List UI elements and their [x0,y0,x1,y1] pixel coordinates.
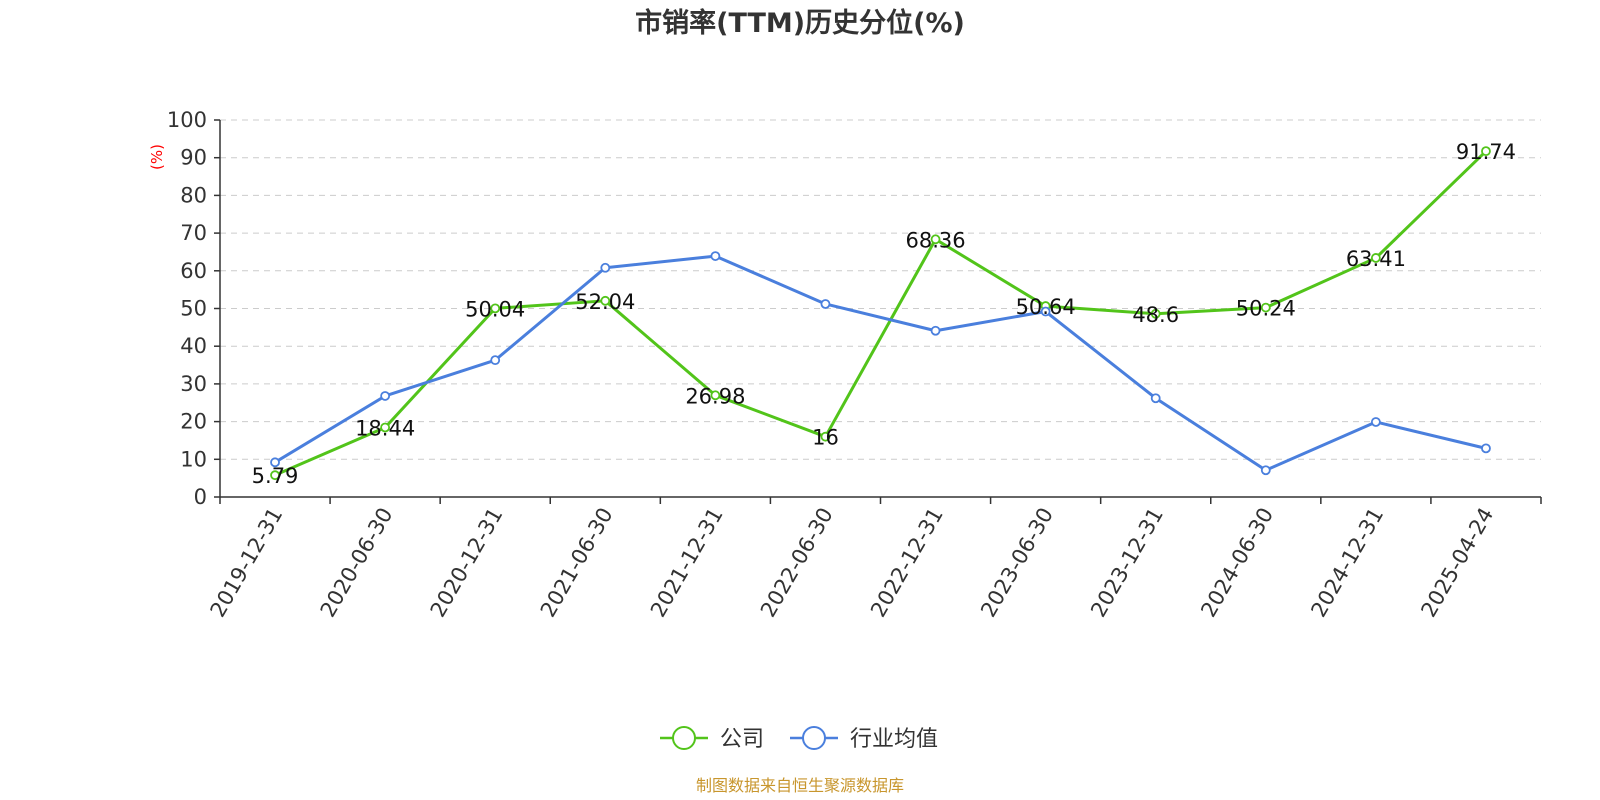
data-label: 63.41 [1346,247,1406,271]
x-tick-label: 2021-06-30 [536,504,618,622]
data-point-1[interactable] [600,262,611,273]
data-point-1[interactable] [380,391,391,401]
y-axis: 0 10 20 30 40 50 60 70 80 90 100 [167,108,221,509]
data-point-1[interactable] [270,457,280,468]
data-label: 91.74 [1456,140,1516,164]
x-tick-label: 2020-12-31 [426,504,508,622]
grid-lines [220,119,1541,460]
data-label: 26.98 [685,384,745,408]
source-note: 制图数据来自恒生聚源数据库 [696,776,904,795]
data-label: 48.6 [1132,303,1179,327]
data-labels: 5.79 18.44 50.04 52.04 26.98 16 68.36 50.64 48.6… [252,140,1516,488]
data-label: 5.79 [252,464,299,488]
series-line-1 [274,254,1487,472]
y-tick-label: 30 [180,372,207,396]
data-label: 50.64 [1016,295,1076,319]
legend-swatch-marker [802,726,826,750]
data-label: 68.36 [905,228,965,252]
y-tick-label: 100 [167,108,207,132]
x-tick-label: 2022-12-31 [866,504,948,622]
data-point-1[interactable] [1481,443,1491,454]
legend[interactable]: 公司 行业均值 [660,726,938,752]
y-tick-label: 70 [180,221,207,245]
data-point-1[interactable] [710,251,721,261]
x-tick-label: 2024-12-31 [1306,504,1388,622]
legend-item-label[interactable]: 公司 [720,727,764,752]
x-tick-label: 2023-12-31 [1086,504,1168,622]
y-tick-label: 0 [194,485,207,509]
legend-swatch-marker [672,726,696,750]
x-tick-label: 2025-04-24 [1416,504,1498,622]
y-tick-label: 40 [180,334,207,358]
x-tick-label: 2021-12-31 [646,504,728,622]
chart-title: 市销率(TTM)历史分位(%) [635,7,965,39]
data-label: 50.24 [1236,297,1296,321]
data-point-0[interactable] [1150,308,1161,319]
data-point-1[interactable] [1150,393,1161,404]
data-point-1[interactable] [1370,417,1381,427]
data-point-0[interactable] [490,303,501,314]
y-tick-label: 80 [180,183,207,207]
x-tick-label: 2022-06-30 [756,504,838,622]
x-tick-label: 2024-06-30 [1196,504,1278,622]
data-point-1[interactable] [1260,465,1271,476]
data-point-0[interactable] [1370,253,1381,263]
y-tick-label: 20 [180,410,207,434]
y-tick-label: 60 [180,259,207,283]
data-point-0[interactable] [600,295,611,306]
y-tick-label: 10 [180,447,207,471]
x-tick-label: 2023-06-30 [976,504,1058,622]
data-label: 52.04 [575,290,635,314]
data-point-1[interactable] [1040,306,1051,317]
data-label: 16 [812,426,839,450]
data-point-0[interactable] [820,431,831,442]
data-point-1[interactable] [490,355,501,366]
series-line-0 [274,150,1488,477]
data-point-1[interactable] [930,325,941,336]
data-point-0[interactable] [1260,302,1271,313]
y-tick-label: 50 [180,297,207,321]
x-tick-label: 2020-06-30 [316,504,398,622]
data-label: 50.04 [465,297,525,321]
data-point-0[interactable] [1481,146,1491,157]
y-axis-label: (%) [148,144,166,170]
x-tick-label: 2019-12-31 [206,504,288,622]
data-point-0[interactable] [270,470,280,481]
data-point-1[interactable] [820,299,831,309]
data-point-0[interactable] [380,422,391,433]
x-axis: 2019-12-31 2020-06-30 2020-12-31 2021-06-30… [206,496,1542,622]
data-point-0[interactable] [710,390,721,401]
series-group [270,146,1491,481]
data-label: 18.44 [355,416,415,440]
y-tick-label: 90 [180,146,207,170]
legend-item-label[interactable]: 行业均值 [850,727,938,752]
data-point-0[interactable] [930,234,941,245]
